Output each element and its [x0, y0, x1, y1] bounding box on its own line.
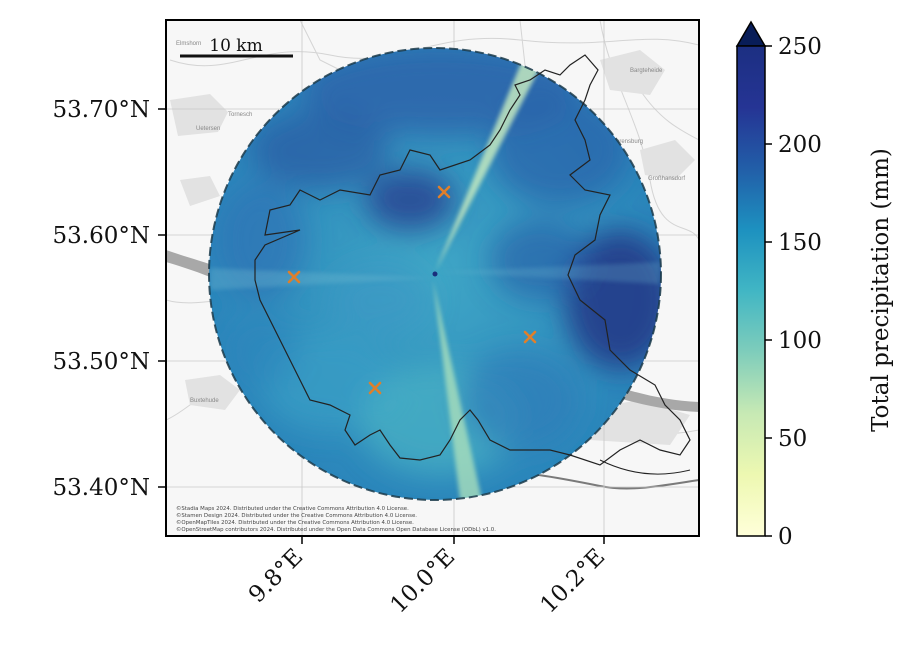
- map-frame: [165, 19, 700, 537]
- y-axis: 53.70°N 53.60°N 53.50°N 53.40°N: [53, 97, 166, 501]
- map-attribution: ©Stadia Maps 2024. Distributed under the…: [176, 505, 496, 533]
- scale-bar: 10 km: [180, 36, 293, 58]
- y-tick-label: 53.50°N: [53, 349, 150, 375]
- place-label: Elmshorn: [176, 41, 201, 47]
- x-tick-label: 10.0°E: [386, 544, 461, 619]
- beam-artifact-s: [433, 280, 482, 500]
- basemap-urban: [170, 50, 695, 445]
- beam-artifact-ne: [435, 48, 548, 272]
- map-panel: Elmshorn Tornesch Uetersen Bargteheide A…: [166, 20, 699, 536]
- place-label: Großhansdorf: [648, 176, 685, 182]
- place-label: Tornesch: [228, 112, 252, 118]
- attribution-line: ©OpenStreetMap contributors 2024. Distri…: [176, 526, 496, 533]
- attribution-line: ©Stadia Maps 2024. Distributed under the…: [176, 505, 409, 512]
- gauge-marker: [523, 330, 537, 344]
- place-label: Bargteheide: [630, 68, 663, 74]
- place-label: Buxtehude: [190, 398, 219, 404]
- gauge-marker: [368, 381, 382, 395]
- colorbar: 0 50 100 150 200 250 Total precipitation…: [735, 20, 894, 550]
- gauge-markers: [287, 185, 537, 395]
- place-label: Uetersen: [196, 126, 220, 132]
- colorbar-tick-label: 150: [778, 230, 822, 256]
- colorbar-tick-label: 100: [778, 328, 822, 354]
- district-boundary: [599, 459, 691, 475]
- colorbar-gradient: [736, 45, 766, 537]
- x-axis: 9.8°E 10.0°E 10.2°E: [244, 536, 610, 618]
- colorbar-extend-arrow: [735, 20, 767, 47]
- colorbar-tick-label: 200: [778, 132, 822, 158]
- place-label: Ahrensburg: [612, 139, 643, 145]
- colorbar-tick-label: 250: [778, 34, 822, 60]
- attribution-line: ©Stamen Design 2024. Distributed under t…: [176, 512, 417, 519]
- x-tick-label: 10.2°E: [536, 544, 611, 619]
- colorbar-tick-label: 50: [778, 426, 807, 452]
- city-boundary-outline: [254, 54, 691, 466]
- basemap-place-labels: Elmshorn Tornesch Uetersen Bargteheide A…: [176, 41, 685, 404]
- y-tick-label: 53.70°N: [53, 97, 150, 123]
- scale-bar-label: 10 km: [209, 36, 262, 56]
- y-tick-label: 53.60°N: [53, 223, 150, 249]
- radar-site-marker: [432, 271, 438, 277]
- colorbar-label: Total precipitation (mm): [868, 148, 894, 432]
- attribution-line: ©OpenMapTiles 2024. Distributed under th…: [176, 519, 414, 526]
- y-tick-label: 53.40°N: [53, 475, 150, 501]
- radar-range-ring: [208, 47, 662, 501]
- radar-precipitation-field: [209, 48, 661, 500]
- gauge-marker: [287, 270, 301, 284]
- x-tick-label: 9.8°E: [244, 544, 308, 608]
- gauge-marker: [437, 185, 451, 199]
- colorbar-tick-label: 0: [778, 524, 793, 550]
